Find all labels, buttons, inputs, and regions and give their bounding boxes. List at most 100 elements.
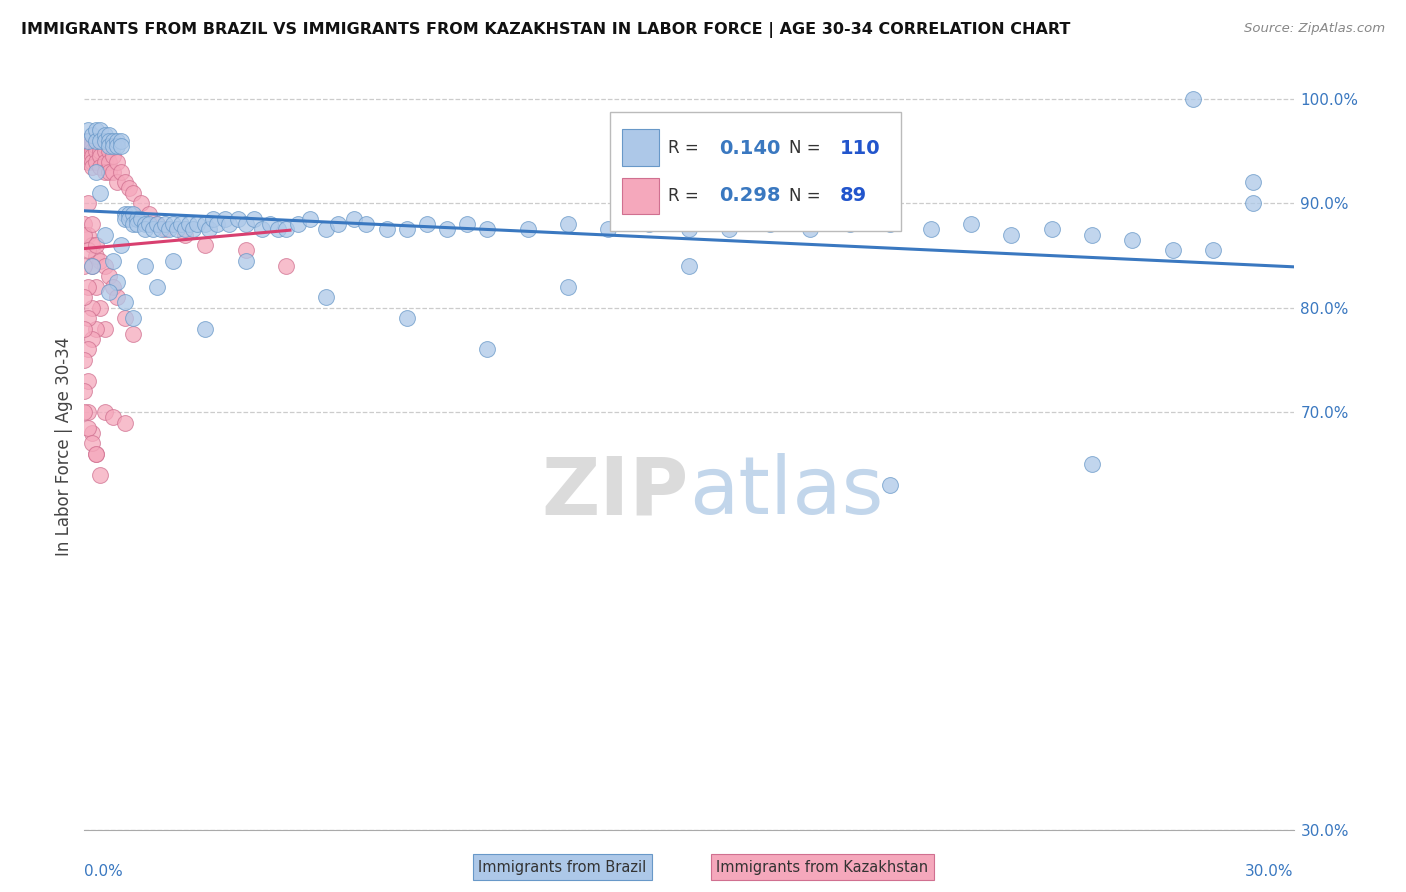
Point (93, 128, 115, 143)
Point (235, 217, 257, 231)
Point (89, 301, 111, 315)
Point (799, 222, 821, 236)
Point (82, 217, 104, 231)
Point (1040, 222, 1063, 236)
Point (879, 478, 901, 492)
Point (105, 134, 128, 148)
Point (598, 222, 620, 236)
Point (153, 222, 176, 236)
Point (1081, 457, 1104, 471)
Point (146, 217, 169, 231)
Point (142, 222, 165, 236)
Point (299, 212, 322, 227)
Point (89, 186, 111, 200)
Point (86, 248, 108, 262)
Point (97, 154, 120, 169)
Point (118, 180, 141, 194)
Point (149, 222, 172, 236)
Text: 0.140: 0.140 (720, 139, 780, 158)
Point (110, 139, 132, 153)
Text: 0.298: 0.298 (720, 186, 780, 205)
Point (86, 123, 108, 137)
Point (89, 467, 111, 482)
Point (93, 405, 115, 419)
Point (121, 186, 143, 200)
Point (1000, 227, 1022, 242)
Point (839, 217, 862, 231)
Point (86, 154, 108, 169)
Point (181, 222, 204, 236)
Point (395, 222, 418, 236)
Point (82, 149, 104, 163)
Point (678, 259, 700, 273)
Point (86, 144, 108, 158)
Text: R =: R = (668, 187, 704, 205)
Point (77, 134, 100, 148)
Text: Source: ZipAtlas.com: Source: ZipAtlas.com (1244, 22, 1385, 36)
Point (194, 321, 217, 335)
Point (194, 217, 217, 231)
Point (114, 212, 136, 227)
Point (77, 149, 100, 163)
Point (77, 280, 100, 294)
Point (97, 139, 120, 153)
Point (77, 196, 100, 211)
Point (1121, 233, 1143, 247)
Point (758, 217, 780, 231)
Point (77, 154, 100, 169)
Point (73, 149, 96, 163)
Point (97, 165, 120, 179)
Point (879, 217, 901, 231)
Point (82, 301, 104, 315)
Point (77, 405, 100, 419)
Point (1241, 196, 1264, 211)
Point (315, 290, 337, 304)
Text: ZIP: ZIP (541, 453, 689, 531)
Point (114, 295, 136, 310)
Point (73, 227, 96, 242)
Point (557, 217, 579, 231)
Point (125, 217, 148, 231)
Point (93, 165, 115, 179)
Point (101, 280, 124, 294)
Point (198, 222, 221, 236)
Point (77, 244, 100, 258)
Point (82, 160, 104, 174)
Point (89, 134, 111, 148)
Point (138, 217, 160, 231)
Point (637, 217, 659, 231)
Point (101, 134, 124, 148)
Point (97, 144, 120, 158)
Point (557, 280, 579, 294)
Point (89, 144, 111, 158)
Point (207, 217, 229, 231)
Point (82, 139, 104, 153)
Text: N =: N = (789, 187, 827, 205)
Point (93, 154, 115, 169)
Point (110, 165, 132, 179)
Point (86, 165, 108, 179)
Text: R =: R = (668, 139, 704, 157)
Point (118, 212, 141, 227)
Point (146, 280, 169, 294)
Point (105, 176, 128, 190)
Point (89, 253, 111, 268)
Point (356, 217, 378, 231)
Point (179, 217, 201, 231)
Point (125, 212, 148, 227)
Point (86, 139, 108, 153)
Point (118, 207, 141, 221)
Point (138, 207, 160, 221)
Point (73, 321, 96, 335)
Point (315, 222, 337, 236)
Point (105, 290, 128, 304)
Point (73, 384, 96, 399)
Point (89, 123, 111, 137)
Point (82, 436, 104, 450)
Point (97, 285, 120, 299)
Point (97, 128, 120, 143)
Point (73, 139, 96, 153)
Point (114, 176, 136, 190)
Point (110, 134, 132, 148)
Point (274, 222, 297, 236)
